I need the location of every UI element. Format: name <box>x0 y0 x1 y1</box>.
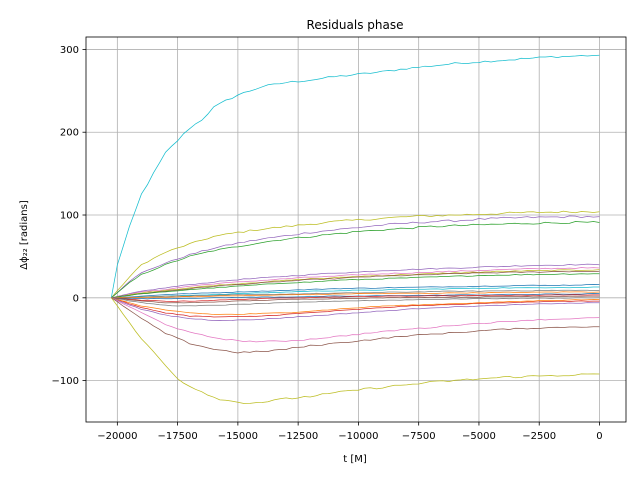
series-line <box>111 297 600 343</box>
x-tick-label: −12500 <box>278 431 318 442</box>
series-line <box>111 297 600 354</box>
x-axis-label: t [M] <box>343 454 367 465</box>
x-tick-label: −20000 <box>97 431 137 442</box>
x-tick-label: −17500 <box>158 431 198 442</box>
y-tick-label: 100 <box>60 211 79 222</box>
series-line <box>111 297 600 315</box>
x-tick-label: −5000 <box>462 431 496 442</box>
series-line <box>110 54 600 298</box>
x-tick-label: −10000 <box>338 431 378 442</box>
y-axis-label: Δϕ₂₂ [radians] <box>19 200 30 270</box>
series-line <box>111 263 600 299</box>
series-line <box>111 291 600 299</box>
chart-title: Residuals phase <box>307 18 404 32</box>
x-tick-label: −7500 <box>402 431 436 442</box>
series-line <box>111 297 600 318</box>
series-line <box>111 269 600 299</box>
series-line <box>111 215 600 299</box>
series-layer <box>110 54 600 404</box>
series-line <box>111 297 600 307</box>
plot-frame <box>85 36 627 423</box>
series-line <box>111 289 600 299</box>
y-tick-label: −100 <box>52 376 79 387</box>
series-line <box>111 297 600 404</box>
series-line <box>111 294 600 302</box>
x-tick-label: −2500 <box>522 431 556 442</box>
series-line <box>111 270 600 299</box>
series-line <box>111 283 600 299</box>
series-line <box>111 221 600 299</box>
y-tick-label: 0 <box>73 293 79 304</box>
series-line <box>111 267 600 299</box>
series-line <box>111 297 600 321</box>
x-tick-label: 0 <box>596 431 602 442</box>
series-line <box>111 273 600 299</box>
y-tick-label: 200 <box>60 128 79 139</box>
series-line <box>111 210 600 299</box>
y-tick-label: 300 <box>60 45 79 56</box>
ticks: −20000 −17500 −15000 −12500 −10000 −7500 −5000… <box>52 45 603 442</box>
series-line <box>111 286 600 299</box>
grid <box>86 37 626 422</box>
x-tick-label: −15000 <box>218 431 258 442</box>
series-line <box>111 295 600 304</box>
